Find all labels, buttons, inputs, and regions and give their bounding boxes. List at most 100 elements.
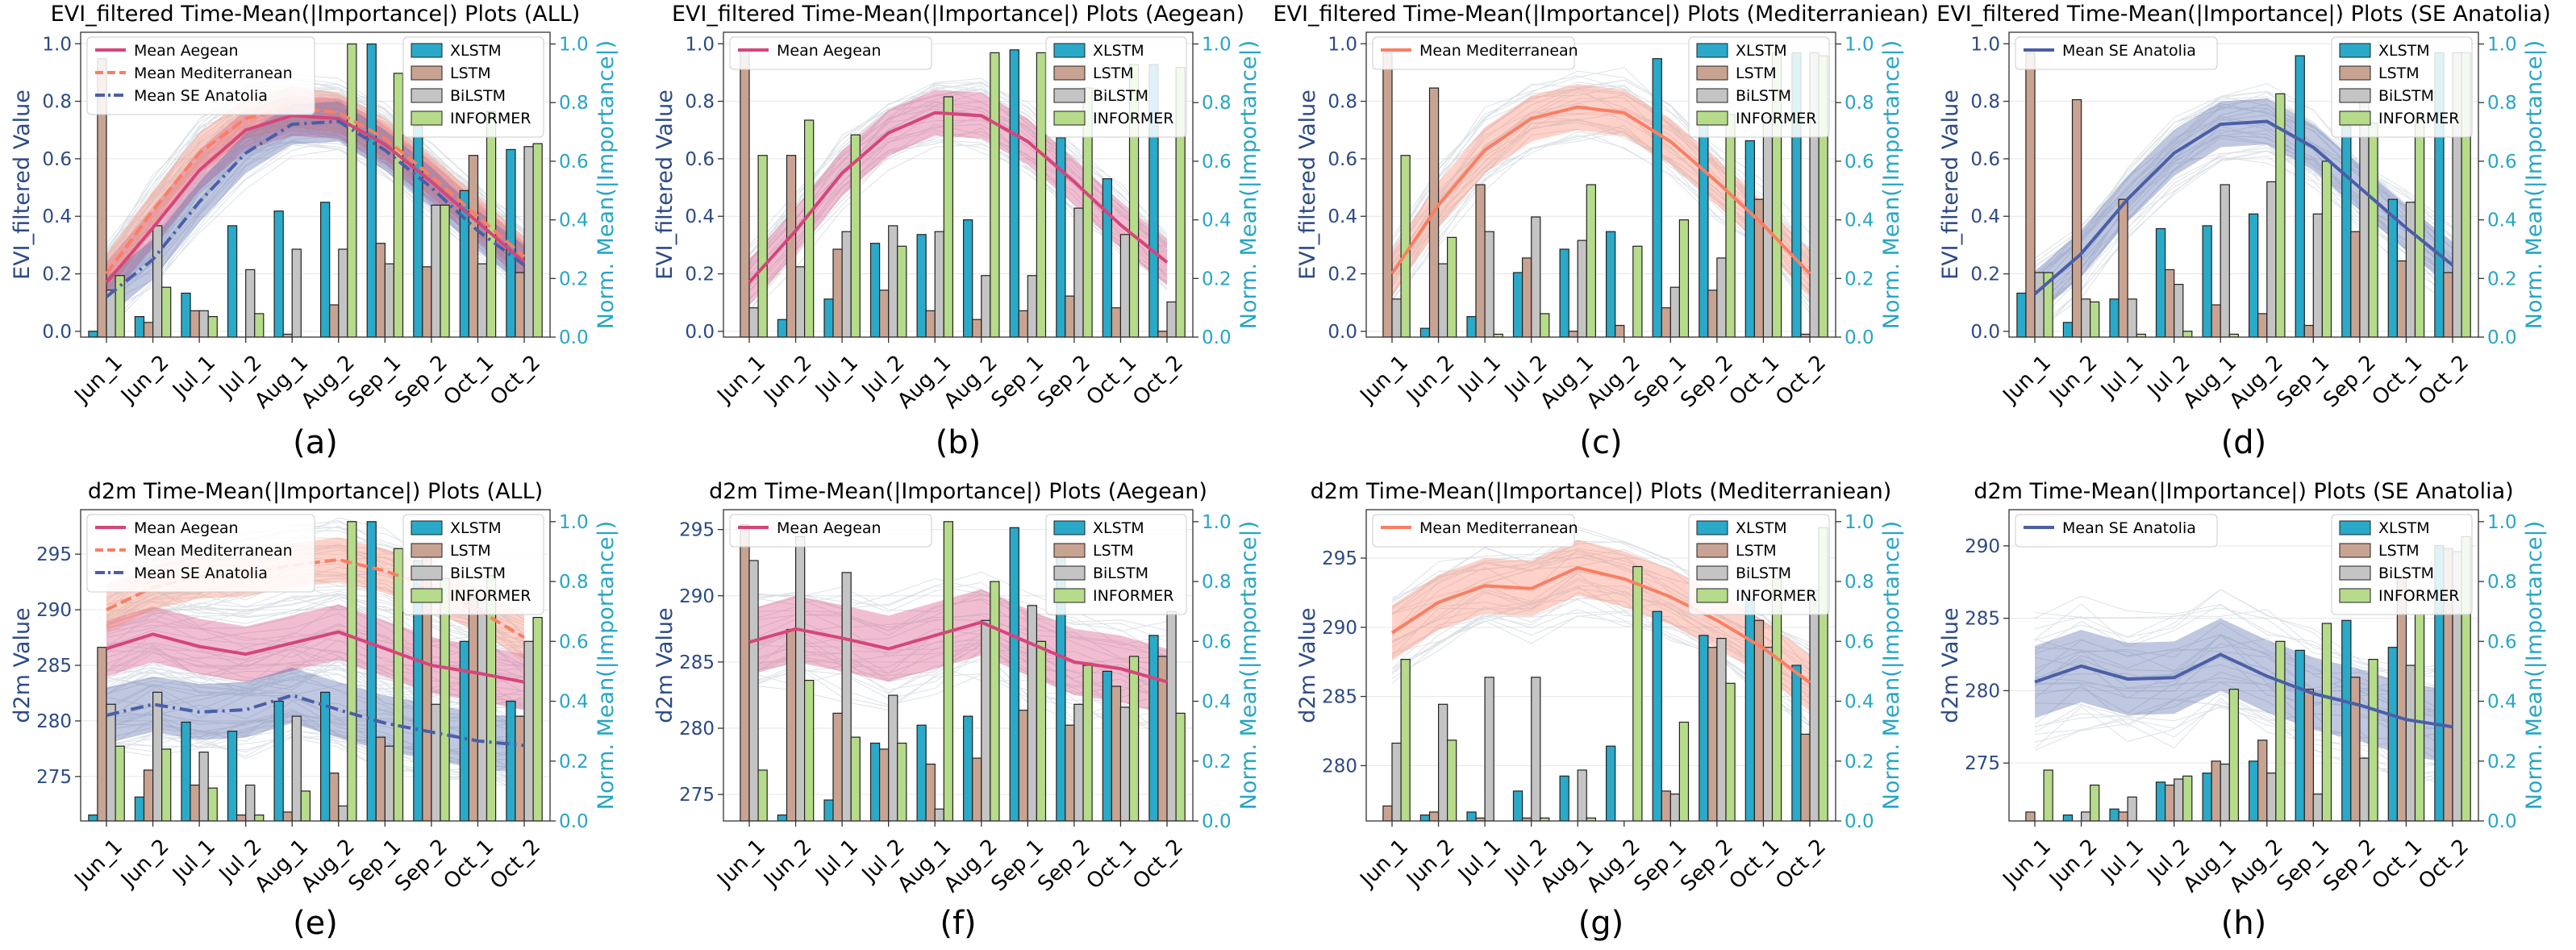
bar-xlstm-Aug_1 xyxy=(274,211,283,337)
y-tick-label: 1.0 xyxy=(685,34,715,55)
x-tick-label: Jul_1 xyxy=(1453,835,1506,888)
bar-lstm-Jun_2 xyxy=(2073,100,2082,337)
x-tick-label: Jun_2 xyxy=(758,351,816,409)
y-tick-label: 295 xyxy=(679,520,715,541)
bar-lstm-Oct_2 xyxy=(1158,331,1167,337)
bar-bilstm-Sep_2 xyxy=(1717,258,1726,337)
y2-tick-label: 1.0 xyxy=(1844,512,1874,533)
legend-label: INFORMER xyxy=(450,587,531,605)
y-tick-label: 285 xyxy=(1322,687,1357,708)
y2-tick-label: 1.0 xyxy=(559,35,589,56)
y2-tick-label: 0.0 xyxy=(559,811,589,832)
x-tick-label: Sep_2 xyxy=(1676,835,1738,897)
y-tick-label: 280 xyxy=(36,711,72,732)
bar-lstm-Jul_2 xyxy=(880,290,889,337)
bar-informer-Jul_2 xyxy=(898,744,907,822)
y2-tick-label: 0.8 xyxy=(559,93,589,114)
bar-lstm-Aug_2 xyxy=(330,773,339,821)
legend-label: LSTM xyxy=(2378,65,2420,82)
bar-xlstm-Jul_1 xyxy=(181,723,190,822)
legend-label: BiLSTM xyxy=(1736,87,1791,105)
legend-bars: XLSTM LSTM BiLSTM INFORMER xyxy=(403,515,544,615)
bar-xlstm-Jun_2 xyxy=(777,815,786,821)
y2-tick-label: 0.6 xyxy=(1202,152,1232,173)
bar-bilstm-Jun_1 xyxy=(1392,299,1401,337)
bar-bilstm-Sep_2 xyxy=(431,704,440,821)
bar-xlstm-Aug_1 xyxy=(917,725,926,821)
bar-lstm-Sep_2 xyxy=(1065,296,1074,337)
bar-lstm-Jun_2 xyxy=(144,770,153,821)
bar-informer-Jul_1 xyxy=(851,737,860,821)
bar-informer-Jun_2 xyxy=(805,120,814,337)
bar-lstm-Aug_1 xyxy=(2211,761,2220,821)
legend-swatch-xlstm xyxy=(411,521,442,535)
bar-xlstm-Aug_2 xyxy=(2249,761,2258,821)
legend-label: Mean SE Anatolia xyxy=(134,87,268,105)
bar-bilstm-Oct_1 xyxy=(1120,707,1129,821)
bar-informer-Aug_1 xyxy=(944,522,952,821)
bar-informer-Jun_2 xyxy=(1448,740,1457,821)
bar-informer-Jun_1 xyxy=(758,770,767,821)
legend-swatch-informer xyxy=(1697,111,1728,125)
bar-lstm-Sep_1 xyxy=(376,244,385,337)
bar-bilstm-Oct_1 xyxy=(1120,235,1129,337)
bar-informer-Oct_1 xyxy=(2416,615,2424,821)
bar-xlstm-Oct_1 xyxy=(1103,671,1111,821)
y-tick-label: 0.8 xyxy=(1970,92,2000,113)
y-axis-label: d2m Value xyxy=(10,607,35,723)
legend-swatch-informer xyxy=(411,111,442,125)
bar-informer-Sep_1 xyxy=(1679,723,1688,822)
legend-swatch-xlstm xyxy=(2340,521,2370,535)
panel-label: (f) xyxy=(940,905,976,942)
y-tick-label: 0.4 xyxy=(1970,206,2000,227)
x-tick-label: Oct_1 xyxy=(2368,351,2428,410)
legend-label: INFORMER xyxy=(2378,110,2460,127)
bar-lstm-Sep_1 xyxy=(1019,710,1027,821)
bar-lstm-Aug_2 xyxy=(973,758,982,821)
bar-bilstm-Jul_1 xyxy=(2128,797,2136,821)
bar-informer-Jul_2 xyxy=(898,246,907,337)
y2-axis-label: Norm. Mean(|Importance|) xyxy=(1236,521,1261,810)
bar-bilstm-Jul_2 xyxy=(1532,217,1540,337)
panel-label: (c) xyxy=(1579,424,1622,461)
x-tick-label: Sep_2 xyxy=(2319,351,2381,413)
bar-informer-Aug_2 xyxy=(990,52,999,337)
y2-tick-label: 0.2 xyxy=(1844,269,1874,290)
legend-label: XLSTM xyxy=(1736,42,1787,60)
bar-bilstm-Oct_1 xyxy=(2406,202,2415,337)
legend-label: Mean Mediterranean xyxy=(134,542,293,560)
chart-title: d2m Time-Mean(|Importance|) Plots (ALL) xyxy=(88,479,543,504)
bar-informer-Aug_2 xyxy=(1633,246,1642,337)
bar-informer-Sep_1 xyxy=(394,73,402,337)
bar-xlstm-Aug_2 xyxy=(964,716,973,821)
bar-informer-Jul_2 xyxy=(255,314,264,337)
bar-bilstm-Aug_1 xyxy=(935,809,944,821)
bar-lstm-Sep_2 xyxy=(1708,648,1717,821)
legend-label: XLSTM xyxy=(2378,42,2430,60)
bar-xlstm-Jun_2 xyxy=(777,319,786,337)
bar-lstm-Sep_1 xyxy=(1019,310,1027,337)
y2-tick-label: 0.8 xyxy=(1844,572,1874,593)
y-tick-label: 0.0 xyxy=(685,322,715,343)
y2-tick-label: 0.6 xyxy=(2487,631,2517,652)
y2-tick-label: 1.0 xyxy=(1844,35,1874,56)
bar-xlstm-Jul_1 xyxy=(824,299,833,337)
bar-bilstm-Sep_2 xyxy=(1717,639,1726,821)
bar-informer-Aug_2 xyxy=(348,522,356,821)
y-tick-label: 295 xyxy=(1322,548,1357,569)
bar-lstm-Jul_2 xyxy=(880,749,889,821)
bar-xlstm-Jul_1 xyxy=(1467,812,1476,821)
bar-lstm-Aug_1 xyxy=(283,812,292,821)
bar-informer-Sep_2 xyxy=(1083,665,1092,821)
bar-informer-Sep_2 xyxy=(440,205,449,337)
bar-lstm-Aug_2 xyxy=(2258,314,2267,337)
bar-lstm-Jul_2 xyxy=(1523,258,1532,337)
legend-swatch-xlstm xyxy=(411,44,442,57)
y2-tick-label: 0.8 xyxy=(2487,93,2517,114)
y2-tick-label: 1.0 xyxy=(559,512,589,533)
x-tick-label: Oct_2 xyxy=(1771,351,1831,410)
bar-lstm-Aug_2 xyxy=(330,305,339,337)
bar-bilstm-Jul_2 xyxy=(889,226,898,337)
bar-informer-Sep_1 xyxy=(2322,623,2331,821)
x-tick-label: Aug_2 xyxy=(2225,351,2288,414)
